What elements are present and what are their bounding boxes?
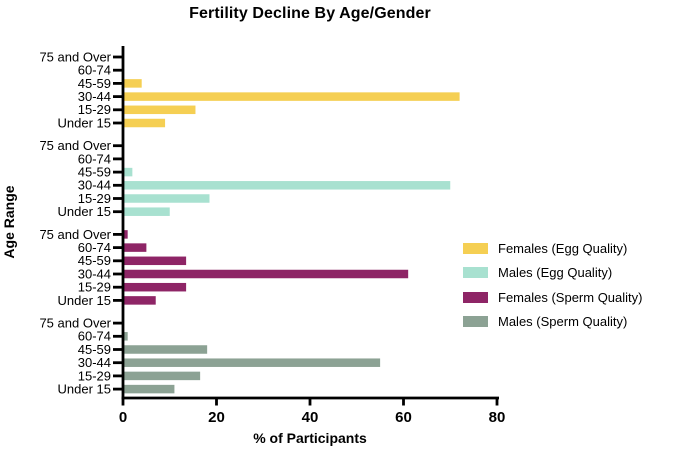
category-label: 15-29 bbox=[78, 368, 111, 383]
category-label: 75 and Over bbox=[39, 49, 111, 64]
legend-item: Males (Sperm Quality) bbox=[463, 310, 642, 335]
bar bbox=[123, 105, 196, 115]
bar bbox=[123, 194, 210, 203]
category-label: Under 15 bbox=[58, 293, 111, 308]
category-label: 30-44 bbox=[78, 266, 111, 281]
bar bbox=[123, 358, 381, 367]
category-label: 60-74 bbox=[78, 240, 111, 255]
category-label: 75 and Over bbox=[39, 316, 111, 331]
legend: Females (Egg Quality) Males (Egg Quality)… bbox=[463, 236, 642, 334]
legend-label: Males (Sperm Quality) bbox=[498, 314, 628, 330]
category-label: Under 15 bbox=[58, 382, 111, 397]
legend-swatch bbox=[463, 316, 488, 328]
bar bbox=[123, 79, 142, 88]
bar bbox=[123, 207, 170, 216]
category-label: 60-74 bbox=[78, 151, 111, 166]
category-label: Under 15 bbox=[58, 115, 111, 130]
category-label: 45-59 bbox=[78, 165, 111, 180]
x-tick-label: 80 bbox=[489, 409, 506, 426]
bar bbox=[123, 92, 460, 101]
bar bbox=[123, 118, 166, 128]
category-label: 75 and Over bbox=[39, 138, 111, 153]
category-label: 30-44 bbox=[78, 89, 111, 104]
category-label: 45-59 bbox=[78, 253, 111, 268]
category-label: 30-44 bbox=[78, 178, 111, 193]
bar bbox=[123, 384, 175, 394]
category-label: 75 and Over bbox=[39, 227, 111, 242]
legend-swatch bbox=[463, 291, 488, 303]
x-tick-label: 60 bbox=[395, 409, 412, 426]
x-axis-title: % of Participants bbox=[253, 430, 367, 446]
category-label: 15-29 bbox=[78, 191, 111, 206]
x-tick-label: 0 bbox=[119, 409, 127, 426]
bar bbox=[123, 282, 187, 292]
category-label: 15-29 bbox=[78, 102, 111, 117]
bar bbox=[123, 167, 133, 177]
category-label: 45-59 bbox=[78, 76, 111, 91]
chart-title: Fertility Decline By Age/Gender bbox=[189, 5, 431, 22]
bar bbox=[123, 230, 128, 239]
bar bbox=[123, 256, 187, 266]
legend-item: Males (Egg Quality) bbox=[463, 261, 642, 286]
bar bbox=[123, 371, 201, 381]
legend-item: Females (Egg Quality) bbox=[463, 236, 642, 261]
category-label: 60-74 bbox=[78, 63, 111, 78]
bar bbox=[123, 332, 128, 341]
bar bbox=[123, 296, 156, 305]
legend-swatch bbox=[463, 242, 488, 254]
category-label: 45-59 bbox=[78, 342, 111, 357]
bar bbox=[123, 181, 451, 190]
legend-swatch bbox=[463, 267, 488, 279]
x-tick-label: 20 bbox=[208, 409, 225, 426]
category-label: 15-29 bbox=[78, 280, 111, 295]
legend-item: Females (Sperm Quality) bbox=[463, 285, 642, 310]
legend-label: Females (Sperm Quality) bbox=[498, 289, 643, 305]
category-label: 60-74 bbox=[78, 329, 111, 344]
legend-label: Males (Egg Quality) bbox=[498, 265, 613, 281]
legend-label: Females (Egg Quality) bbox=[498, 240, 628, 256]
bar bbox=[123, 345, 208, 354]
category-label: Under 15 bbox=[58, 204, 111, 219]
x-tick-label: 40 bbox=[302, 409, 319, 426]
category-label: 30-44 bbox=[78, 355, 111, 370]
bar bbox=[123, 243, 147, 252]
bar bbox=[123, 269, 409, 279]
